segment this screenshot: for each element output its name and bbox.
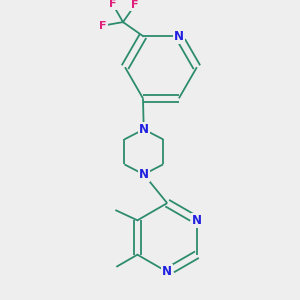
- Text: N: N: [192, 214, 202, 227]
- Text: N: N: [139, 168, 149, 181]
- Text: N: N: [139, 123, 149, 136]
- Text: F: F: [99, 21, 107, 31]
- Text: F: F: [131, 0, 138, 11]
- Text: N: N: [162, 266, 172, 278]
- Text: N: N: [174, 30, 184, 43]
- Text: F: F: [109, 0, 117, 10]
